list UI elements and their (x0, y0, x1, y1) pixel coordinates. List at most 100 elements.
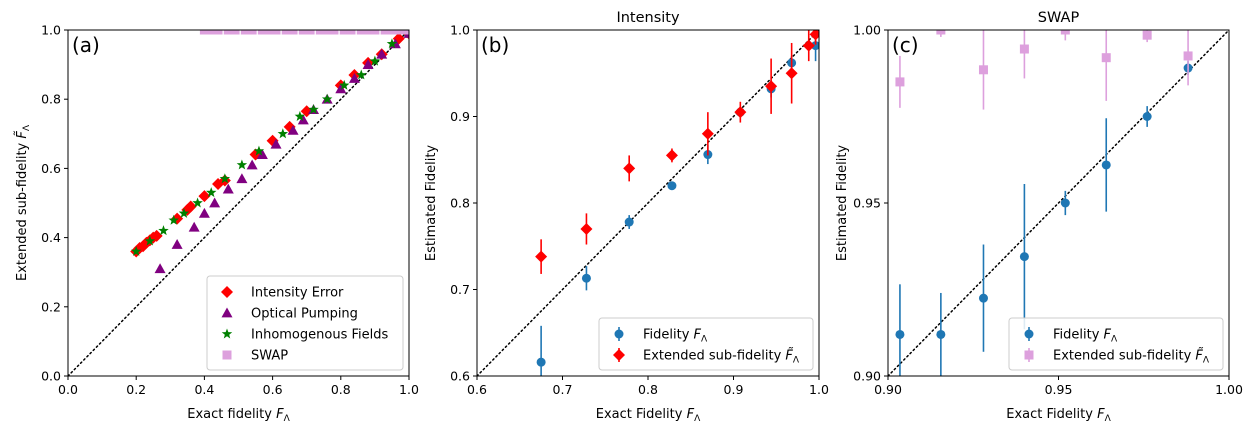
x-tick-label: 1.0 (809, 382, 829, 397)
plot-area (888, 30, 1229, 376)
data-point (401, 30, 409, 35)
legend-marker (222, 350, 232, 360)
legend-marker (1024, 350, 1034, 360)
data-point (144, 235, 156, 246)
data-point (1183, 51, 1193, 61)
data-point (1019, 44, 1029, 54)
x-axis-label: Exact Fidelity FΛ (596, 407, 701, 424)
data-point (223, 30, 233, 35)
data-point (338, 79, 350, 90)
legend-marker (221, 286, 233, 298)
data-point (348, 72, 360, 83)
y-tick-label: 0.8 (450, 196, 470, 211)
data-point (335, 83, 347, 94)
series-1 (535, 30, 819, 274)
legend-entry: Extended sub-fidelity F̃Λ (1053, 348, 1210, 365)
data-point (154, 263, 166, 274)
data-point (362, 59, 374, 69)
data-point (270, 138, 282, 149)
x-axis-label: Exact Fidelity FΛ (1006, 407, 1111, 424)
legend: Intensity Error Optical Pumping Inhomogeno… (206, 275, 404, 371)
data-point (936, 30, 946, 35)
chart-title: SWAP (1038, 10, 1080, 26)
diagonal-line (68, 30, 409, 376)
x-axis-label-subscript: Λ (1105, 414, 1112, 424)
x-axis-label-subscript: Λ (694, 414, 701, 424)
data-point (339, 30, 349, 35)
data-point (230, 30, 240, 35)
y-tick-label: 0.4 (41, 230, 61, 245)
legend-marker (1024, 329, 1034, 339)
axes-frame (67, 29, 410, 377)
y-tick-label: 1.0 (450, 23, 470, 38)
data-point (369, 55, 381, 66)
data-point (281, 30, 291, 35)
data-point (256, 149, 268, 159)
data-point (184, 200, 197, 213)
y-axis-label-text: Extended sub-fidelity (15, 142, 30, 281)
data-point (192, 197, 203, 208)
data-point (297, 114, 309, 125)
data-point (213, 30, 223, 35)
x-tick-label: 0.8 (331, 382, 351, 397)
data-point (701, 127, 714, 140)
data-point (283, 120, 296, 133)
data-point (802, 39, 815, 52)
data-point (895, 77, 905, 87)
panel-b: 0.6 0.7 0.8 0.9 1.0 0.6 0.7 0.8 0.9 1.0 (b) Intensi… (424, 10, 829, 424)
y-tick-label: 1.0 (41, 23, 61, 38)
y-axis-label-subscript: Λ (22, 124, 32, 131)
legend-marker (221, 307, 233, 318)
x-tick-label: 0.95 (1045, 382, 1073, 397)
data-point (188, 221, 200, 232)
data-point (765, 80, 778, 93)
panel-a: 0.0 0.2 0.4 0.6 0.8 1.0 0.0 0.2 0.4 0.6 0.8 1.0 (a) E… (15, 23, 419, 425)
data-point (198, 190, 211, 203)
data-point (581, 273, 591, 283)
data-point (936, 329, 946, 339)
data-point (978, 65, 988, 75)
legend-entry-subscript: Λ (1203, 356, 1210, 366)
legend-entry: Extended sub-fidelity F̃Λ (643, 348, 800, 365)
x-tick-label: 0.9 (724, 382, 744, 397)
legend-entry-text: Extended sub-fidelity (643, 349, 782, 364)
data-point (236, 173, 248, 184)
x-tick-label: 0.0 (58, 382, 78, 397)
y-axis-label: Estimated Fidelity (424, 145, 439, 262)
data-point (277, 128, 289, 139)
x-tick-label: 1.00 (1215, 382, 1243, 397)
data-point (363, 30, 373, 35)
data-point (287, 124, 299, 135)
data-point (205, 187, 217, 198)
data-point (667, 181, 677, 191)
legend: Fidelity FΛ Extended sub-fidelity F̃Λ (598, 317, 814, 371)
diagonal-line (477, 30, 819, 376)
legend-entry: Fidelity FΛ (643, 328, 708, 345)
data-point (240, 30, 250, 35)
x-axis-label-symbol: F (1093, 407, 1105, 422)
x-tick-label: 0.8 (638, 382, 658, 397)
data-point (158, 225, 169, 236)
y-tick-label: 1.00 (853, 23, 881, 38)
x-tick-label: 0.6 (467, 382, 487, 397)
legend-entry-symbol: F̃ (781, 348, 794, 363)
data-point (247, 30, 257, 35)
data-point (298, 30, 308, 35)
data-point (580, 222, 593, 235)
data-point (356, 69, 367, 80)
x-tick-label: 0.4 (194, 382, 214, 397)
x-axis-label: Exact fidelity FΛ (187, 407, 290, 424)
y-axis-label-symbol: F̃ (15, 130, 30, 143)
panel-label: (b) (481, 33, 509, 57)
plot-area (68, 30, 409, 376)
data-point (1101, 160, 1111, 170)
x-tick-label: 0.6 (263, 382, 283, 397)
data-point (271, 30, 281, 35)
y-tick-label: 0.0 (41, 369, 61, 384)
legend-entry: Intensity Error (251, 286, 344, 301)
y-tick-label: 0.8 (41, 92, 61, 107)
data-point (386, 38, 398, 49)
legend-entry-text: Fidelity (1053, 328, 1100, 343)
